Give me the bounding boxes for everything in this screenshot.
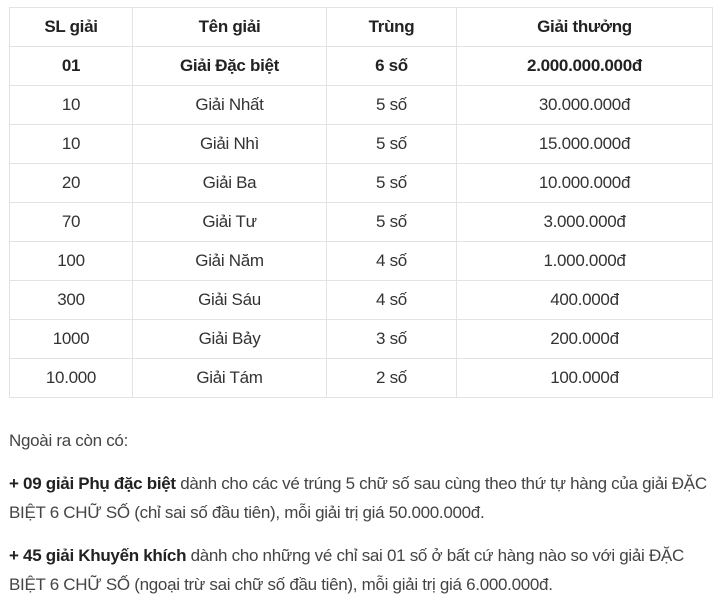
header-match: Trùng [326, 7, 457, 47]
cell-quantity: 10 [9, 124, 133, 164]
cell-quantity: 20 [9, 163, 133, 203]
cell-prize-name: Giải Tám [132, 358, 327, 398]
cell-prize-name: Giải Nhì [132, 124, 327, 164]
cell-prize-value: 2.000.000.000đ [456, 46, 713, 86]
note-item-consolation: + 45 giải Khuyến khích dành cho những vé… [9, 541, 714, 599]
cell-match: 4 số [326, 241, 457, 281]
note-text: dành cho các vé trúng 5 chữ số sau cùng … [9, 474, 707, 522]
note-item-special-sub: + 09 giải Phụ đặc biệt dành cho các vé t… [9, 469, 714, 527]
cell-quantity: 300 [9, 280, 133, 320]
cell-quantity: 70 [9, 202, 133, 242]
cell-prize-value: 10.000.000đ [456, 163, 713, 203]
table-row: 10 Giải Nhất 5 số 30.000.000đ [9, 85, 713, 125]
cell-prize-value: 15.000.000đ [456, 124, 713, 164]
cell-prize-name: Giải Đặc biệt [132, 46, 327, 86]
cell-prize-value: 30.000.000đ [456, 85, 713, 125]
table-row: 300 Giải Sáu 4 số 400.000đ [9, 280, 713, 320]
table-row: 70 Giải Tư 5 số 3.000.000đ [9, 202, 713, 242]
table-row: 01 Giải Đặc biệt 6 số 2.000.000.000đ [9, 46, 713, 86]
cell-match: 5 số [326, 163, 457, 203]
table-row: 10 Giải Nhì 5 số 15.000.000đ [9, 124, 713, 164]
notes-intro: Ngoài ra còn có: [9, 431, 128, 450]
table-row: 20 Giải Ba 5 số 10.000.000đ [9, 163, 713, 203]
prize-table: SL giải Tên giải Trùng Giải thưởng 01 Giả… [9, 7, 713, 398]
note-text: dành cho những vé chỉ sai 01 số ở bất cứ… [9, 546, 684, 594]
cell-quantity: 100 [9, 241, 133, 281]
cell-prize-value: 100.000đ [456, 358, 713, 398]
header-quantity: SL giải [9, 7, 133, 47]
cell-prize-name: Giải Nhất [132, 85, 327, 125]
cell-prize-name: Giải Năm [132, 241, 327, 281]
notes-section: Ngoài ra còn có: + 09 giải Phụ đặc biệt … [9, 426, 714, 613]
cell-prize-value: 400.000đ [456, 280, 713, 320]
cell-prize-name: Giải Sáu [132, 280, 327, 320]
table-row: 100 Giải Năm 4 số 1.000.000đ [9, 241, 713, 281]
cell-match: 2 số [326, 358, 457, 398]
cell-match: 5 số [326, 124, 457, 164]
table-row: 1000 Giải Bảy 3 số 200.000đ [9, 319, 713, 359]
cell-quantity: 10 [9, 85, 133, 125]
cell-prize-name: Giải Tư [132, 202, 327, 242]
table-header-row: SL giải Tên giải Trùng Giải thưởng [9, 7, 713, 47]
note-bold: + 09 giải Phụ đặc biệt [9, 474, 176, 493]
table-row: 10.000 Giải Tám 2 số 100.000đ [9, 358, 713, 398]
cell-prize-name: Giải Bảy [132, 319, 327, 359]
cell-prize-value: 200.000đ [456, 319, 713, 359]
cell-match: 5 số [326, 85, 457, 125]
header-prize-value: Giải thưởng [456, 7, 713, 47]
cell-quantity: 10.000 [9, 358, 133, 398]
cell-match: 4 số [326, 280, 457, 320]
cell-quantity: 1000 [9, 319, 133, 359]
cell-quantity: 01 [9, 46, 133, 86]
cell-match: 5 số [326, 202, 457, 242]
cell-prize-value: 3.000.000đ [456, 202, 713, 242]
cell-match: 6 số [326, 46, 457, 86]
cell-match: 3 số [326, 319, 457, 359]
cell-prize-name: Giải Ba [132, 163, 327, 203]
note-bold: + 45 giải Khuyến khích [9, 546, 187, 565]
header-prize-name: Tên giải [132, 7, 327, 47]
cell-prize-value: 1.000.000đ [456, 241, 713, 281]
